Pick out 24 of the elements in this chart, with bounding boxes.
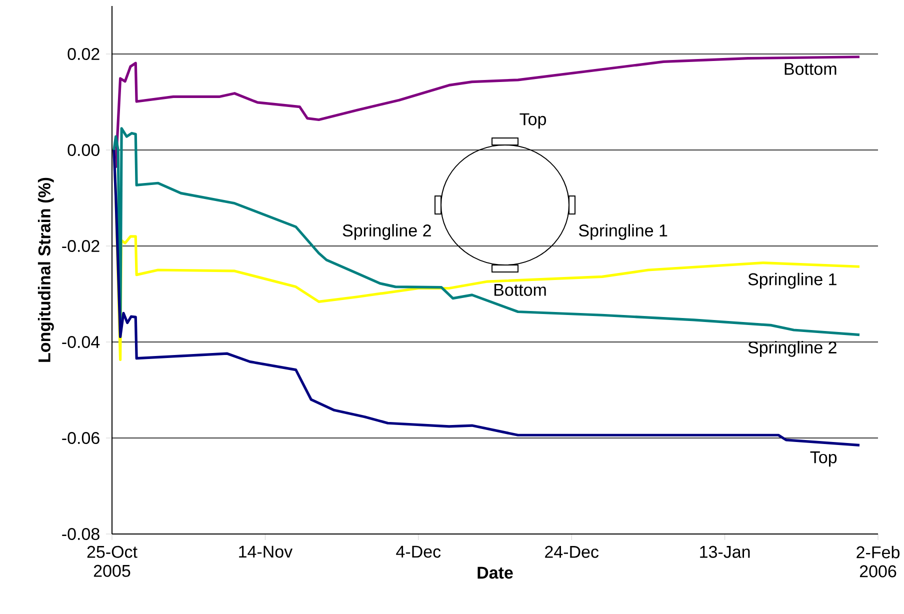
series-label: Springline 1 [748, 272, 836, 289]
series-label: Bottom [784, 63, 836, 75]
y-tick-label: -0.02 [62, 240, 100, 252]
line-series [112, 127, 861, 338]
y-tick-label: -0.04 [62, 336, 100, 348]
x-tick-label: 4-Dec [396, 546, 441, 558]
x-tick-label: 2-Feb 2006 [856, 546, 900, 578]
y-tick-label: 0.02 [68, 48, 100, 60]
series-label: Top [810, 451, 837, 467]
annotation: Top [520, 113, 546, 129]
series-label: Springline 2 [748, 341, 836, 357]
y-tick-label: 0.00 [68, 144, 100, 156]
y-tick-label: -0.06 [62, 432, 100, 444]
x-axis-title: Date [478, 566, 513, 579]
x-tick-label: 25-Oct 2005 [87, 546, 138, 577]
x-tick-label: 24-Dec [545, 546, 599, 558]
x-tick-label: 13-Jan [700, 546, 750, 558]
y-axis-title: Longitudinal Strain (%) [38, 178, 54, 362]
y-tick-label: -0.08 [62, 528, 100, 540]
line-series [112, 56, 861, 168]
annotation: Springline 1 [578, 224, 668, 240]
x-tick-label: 14-Nov [239, 546, 293, 558]
annotation: Springline 2 [342, 224, 431, 240]
annotation: Bottom [494, 284, 546, 296]
